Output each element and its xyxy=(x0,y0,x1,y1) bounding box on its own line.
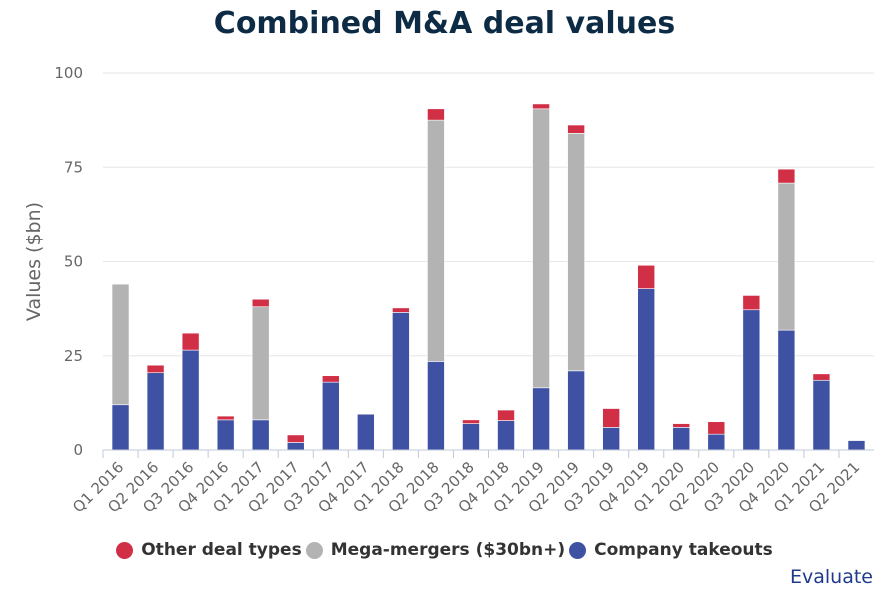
legend-item[interactable]: Company takeouts xyxy=(569,540,773,560)
bar-segment[interactable] xyxy=(462,419,480,424)
legend-marker-icon xyxy=(116,541,134,559)
bar-segment[interactable] xyxy=(567,124,585,134)
bar-segment[interactable] xyxy=(672,427,691,451)
bar-segment[interactable] xyxy=(497,409,515,421)
bar-segment[interactable] xyxy=(637,264,656,289)
bar-segment[interactable] xyxy=(392,307,410,313)
bar-segment[interactable] xyxy=(777,168,796,184)
bar-segment[interactable] xyxy=(742,309,761,451)
legend-marker-icon xyxy=(569,541,587,559)
bar-segment[interactable] xyxy=(462,423,480,451)
bar-segment[interactable] xyxy=(146,364,165,374)
brand-logo-text: Evaluate xyxy=(790,566,873,588)
bar-segment[interactable] xyxy=(321,381,340,451)
y-tick-label: 100 xyxy=(54,64,83,82)
bar-segment[interactable] xyxy=(532,108,550,389)
y-tick-label: 75 xyxy=(64,158,83,176)
legend: Other deal types Mega-mergers ($30bn+) Com… xyxy=(0,540,889,560)
bar-segment[interactable] xyxy=(216,415,235,421)
bar-segment[interactable] xyxy=(392,312,410,451)
bar-segment[interactable] xyxy=(497,420,515,451)
legend-item[interactable]: Mega-mergers ($30bn+) xyxy=(305,540,566,560)
bar-segment[interactable] xyxy=(181,332,200,351)
bar-segment[interactable] xyxy=(111,283,130,406)
chart-title: Combined M&A deal values xyxy=(213,6,676,41)
bar-segment[interactable] xyxy=(847,440,866,451)
bar-segment[interactable] xyxy=(672,423,691,428)
legend-label: Company takeouts xyxy=(594,540,773,560)
bar-segment[interactable] xyxy=(777,329,796,451)
bar-segment[interactable] xyxy=(742,295,761,311)
y-tick-label: 50 xyxy=(64,253,83,271)
bar-segment[interactable] xyxy=(427,119,445,362)
legend-label: Mega-mergers ($30bn+) xyxy=(330,540,566,560)
bar-segment[interactable] xyxy=(286,434,305,443)
bar-segment[interactable] xyxy=(146,372,165,451)
y-axis-label: Values ($bn) xyxy=(23,202,45,321)
y-tick-label: 0 xyxy=(73,441,83,459)
bar-segment[interactable] xyxy=(427,361,445,451)
bar-segment[interactable] xyxy=(532,387,550,451)
bar-segment[interactable] xyxy=(567,370,585,451)
bar-segment[interactable] xyxy=(216,419,235,451)
bar-segment[interactable] xyxy=(602,408,620,428)
bar-segment[interactable] xyxy=(321,375,340,383)
bar-segment[interactable] xyxy=(567,133,585,372)
bar-segment[interactable] xyxy=(777,182,796,331)
y-tick-label: 25 xyxy=(64,347,83,365)
bar-segment[interactable] xyxy=(251,306,270,421)
bar-segment[interactable] xyxy=(707,421,726,435)
bar-segment[interactable] xyxy=(532,103,550,110)
legend-label: Other deal types xyxy=(141,540,302,560)
bar-segment[interactable] xyxy=(812,373,831,381)
bar-segment[interactable] xyxy=(812,379,831,451)
bar-segment[interactable] xyxy=(707,433,726,451)
bar-segment[interactable] xyxy=(602,427,620,451)
bar-segment[interactable] xyxy=(286,442,305,451)
bar-segment[interactable] xyxy=(251,298,270,308)
bar-segment[interactable] xyxy=(637,288,656,451)
bar-segment[interactable] xyxy=(111,404,130,451)
bar-segment[interactable] xyxy=(181,349,200,451)
bars xyxy=(111,103,866,451)
bar-segment[interactable] xyxy=(427,108,445,121)
legend-item[interactable]: Other deal types xyxy=(116,540,302,560)
bar-segment[interactable] xyxy=(251,419,270,451)
bar-segment[interactable] xyxy=(357,413,375,451)
legend-marker-icon xyxy=(305,541,323,559)
